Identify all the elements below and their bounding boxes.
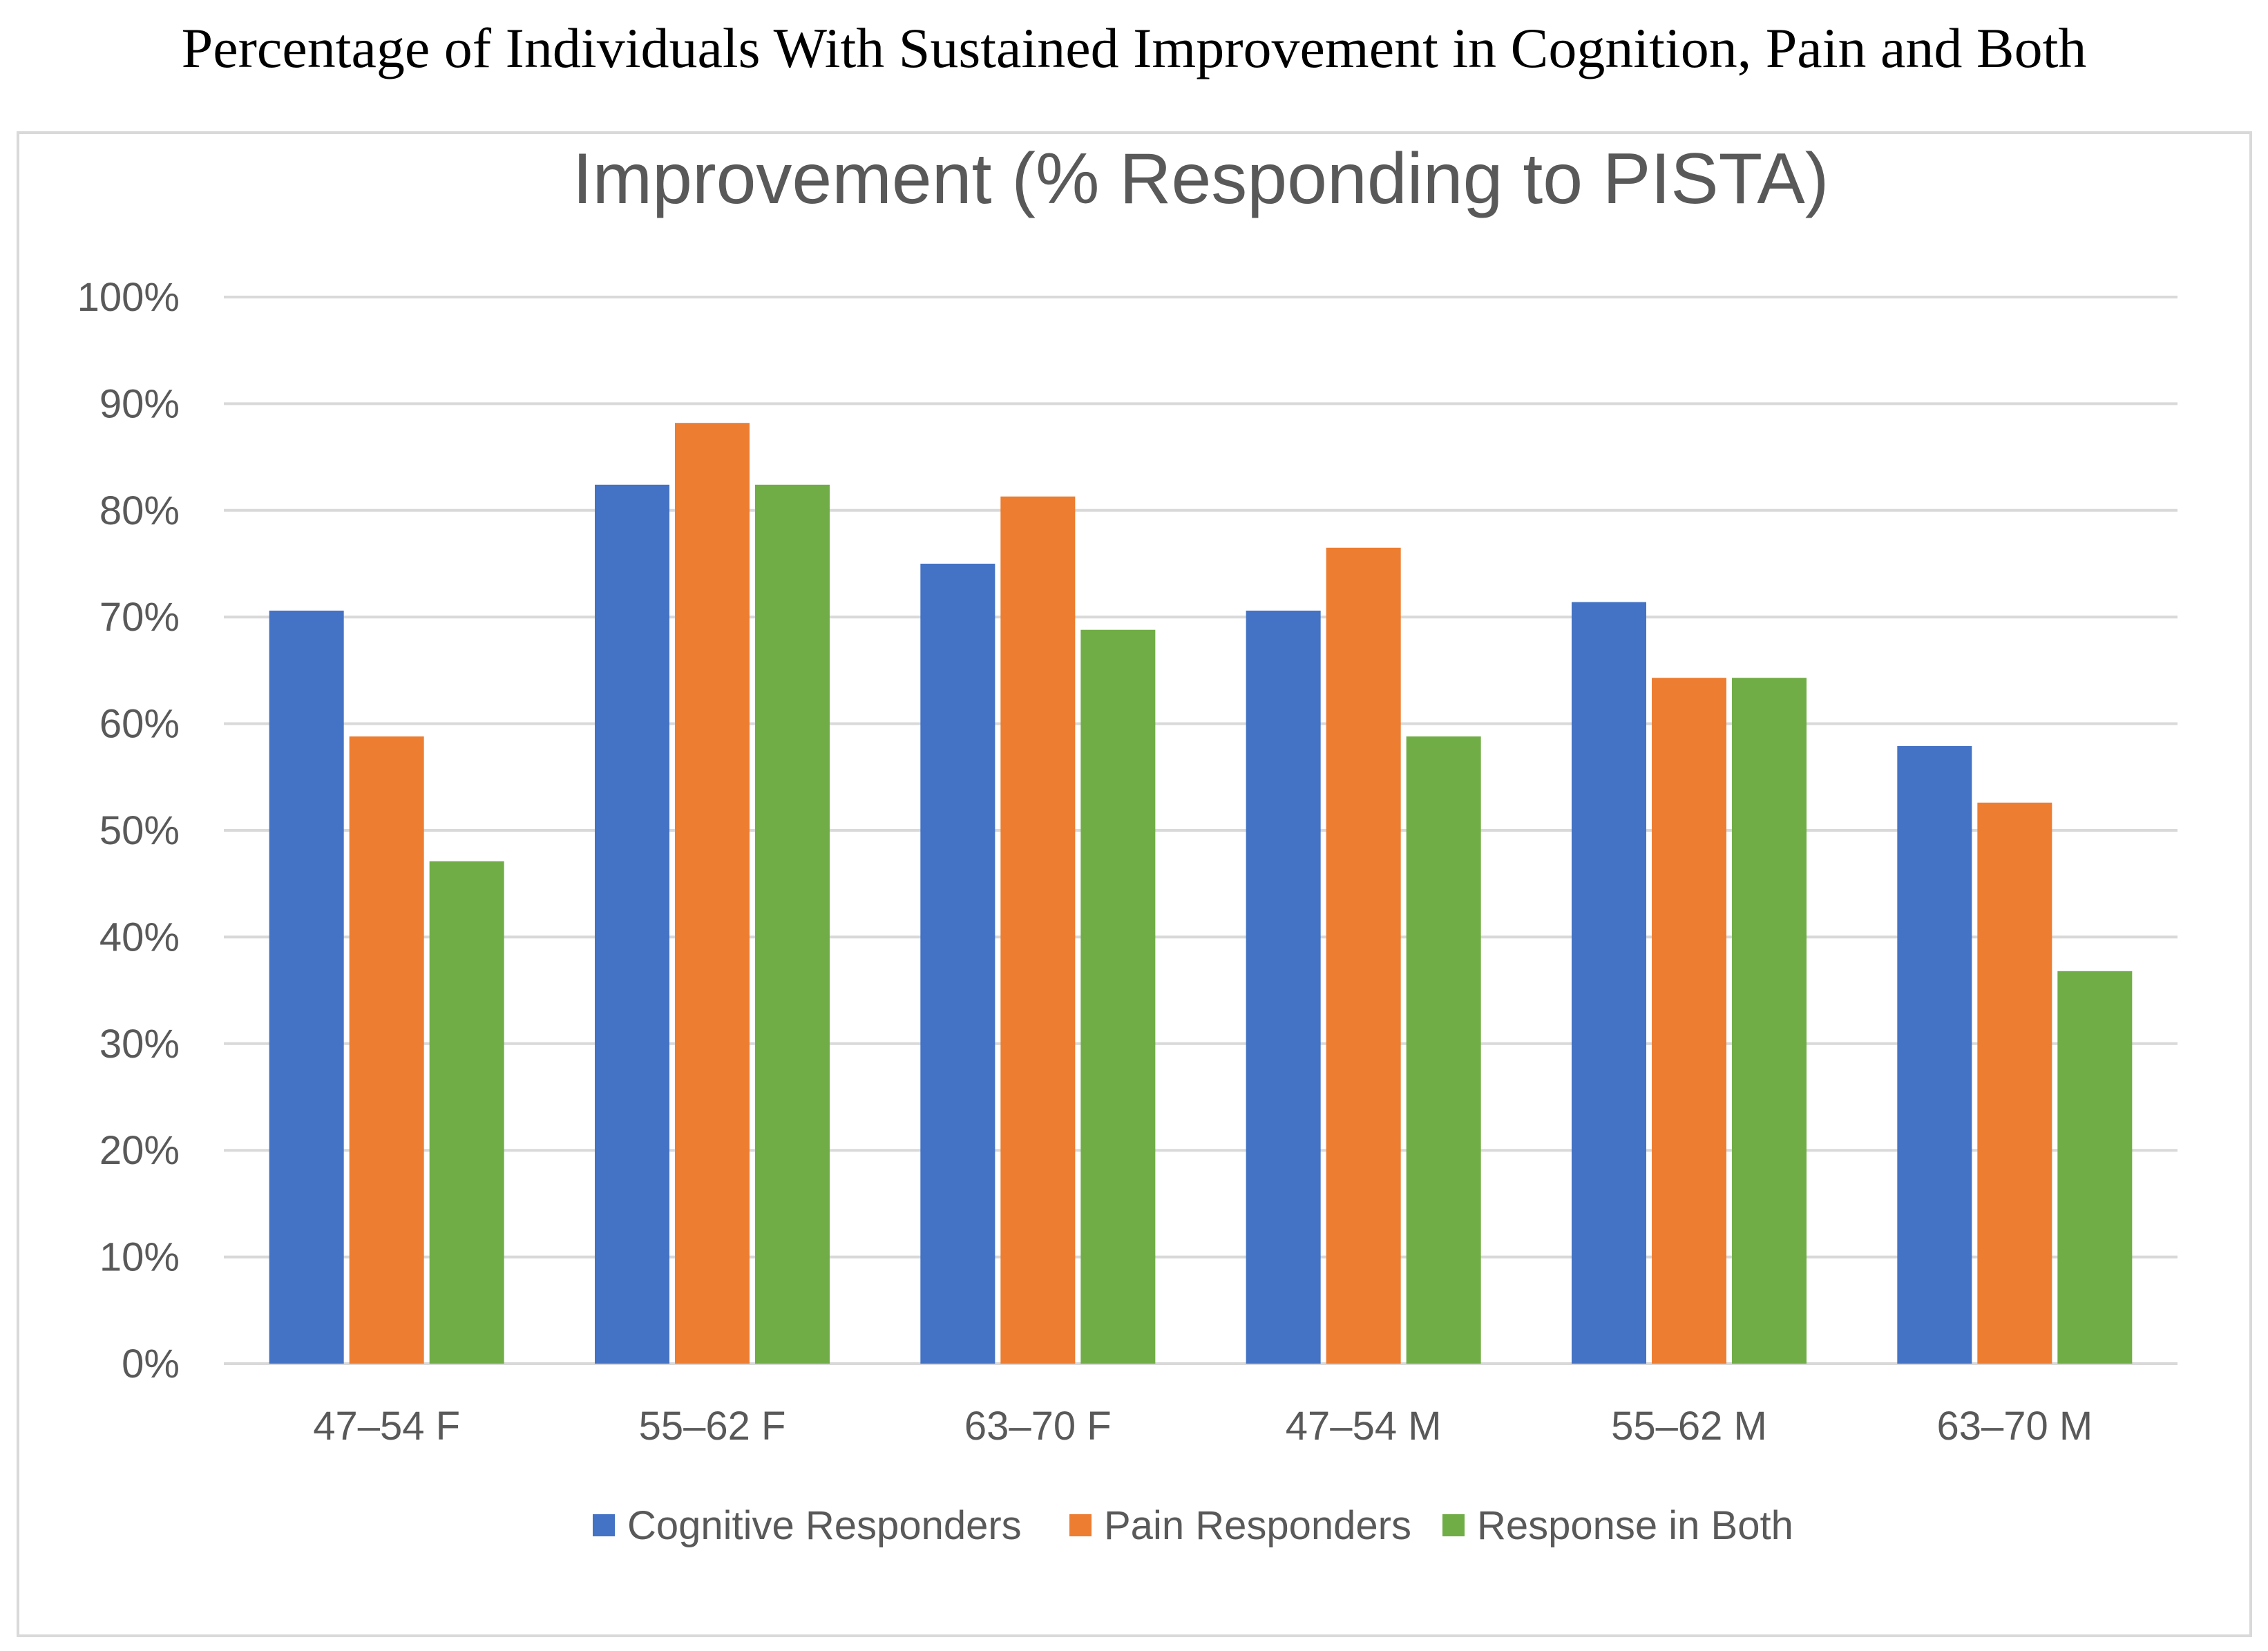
gridlines [224,296,2178,1365]
y-tick-label: 10% [99,1235,180,1280]
bar-response-in-both-55-62-f [755,484,830,1364]
bar-response-in-both-47-54-f [429,861,504,1364]
bar-chart: 0% 10% 20% 30% 40% 50% 60% 70% 80% 90% 100% 47–54 … [77,139,2178,1548]
bar-pain-responders-63-70-f [1000,496,1076,1364]
bar-response-in-both-55-62-m [1732,678,1807,1364]
x-tick-label: 55–62 M [1611,1404,1767,1449]
y-tick-label: 60% [99,702,180,747]
x-axis-tick-labels: 47–54 F 55–62 F 63–70 F 47–54 M 55–62 M 63–70… [313,1404,2093,1449]
legend-swatch [593,1514,615,1536]
bar-cognitive-responders-55-62-f [595,484,669,1364]
y-tick-label: 50% [99,808,180,853]
legend-label: Response in Both [1477,1503,1793,1548]
y-tick-label: 100% [77,275,180,320]
legend: Cognitive Responders Pain Responders Respo… [593,1503,1793,1548]
bar-response-in-both-47-54-m [1406,736,1481,1364]
bar-pain-responders-55-62-m [1652,678,1726,1364]
legend-label: Cognitive Responders [627,1503,1022,1548]
y-tick-label: 70% [99,595,180,640]
x-tick-label: 55–62 F [639,1404,786,1449]
y-tick-label: 30% [99,1022,180,1067]
bar-response-in-both-63-70-m [2057,971,2133,1364]
y-axis-tick-labels: 0% 10% 20% 30% 40% 50% 60% 70% 80% 90% 100% [77,275,180,1386]
y-tick-label: 20% [99,1128,180,1173]
bar-response-in-both-63-70-f [1080,629,1156,1364]
bar-pain-responders-47-54-f [349,736,424,1364]
bar-pain-responders-47-54-m [1326,547,1401,1364]
y-tick-label: 0% [122,1342,180,1386]
bar-cognitive-responders-47-54-f [269,610,344,1364]
x-tick-label: 47–54 F [313,1404,460,1449]
bar-cognitive-responders-47-54-m [1246,610,1321,1364]
bars [269,423,2133,1364]
chart-frame: 0% 10% 20% 30% 40% 50% 60% 70% 80% 90% 100% 47–54 … [17,131,2252,1637]
bar-cognitive-responders-63-70-m [1897,746,1972,1364]
bar-cognitive-responders-63-70-f [920,564,995,1364]
figure-heading: Percentage of Individuals With Sustained… [181,17,2087,79]
y-tick-label: 40% [99,915,180,960]
bar-pain-responders-55-62-f [675,423,750,1364]
x-tick-label: 63–70 M [1936,1404,2093,1449]
legend-swatch [1069,1514,1092,1536]
y-tick-label: 80% [99,488,180,533]
bar-cognitive-responders-55-62-m [1572,602,1646,1364]
x-tick-label: 47–54 M [1286,1404,1442,1449]
bar-pain-responders-63-70-m [1977,802,2052,1364]
legend-swatch [1442,1514,1465,1536]
legend-label: Pain Responders [1104,1503,1411,1548]
x-tick-label: 63–70 F [964,1404,1112,1449]
chart-title: Improvement (% Responding to PISTA) [573,139,1829,219]
y-tick-label: 90% [99,381,180,426]
